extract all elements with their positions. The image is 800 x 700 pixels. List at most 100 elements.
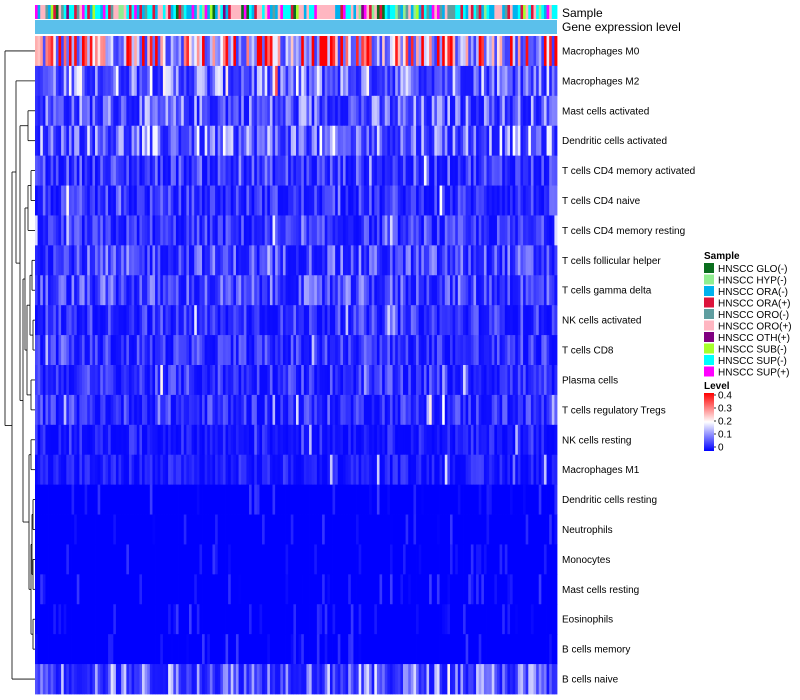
heatmap-cell	[74, 125, 78, 157]
heatmap-cell	[541, 484, 545, 515]
heatmap-cell	[162, 484, 166, 515]
heatmap-cell	[235, 305, 239, 336]
heatmap-cell	[110, 634, 114, 665]
heatmap-cell	[149, 305, 153, 336]
heatmap-cell	[170, 424, 174, 456]
heatmap-cell	[220, 424, 224, 456]
heatmap-cell	[348, 424, 352, 456]
heatmap-cell	[309, 245, 313, 276]
heatmap-cell	[53, 394, 57, 426]
sample-annotation-cell	[361, 5, 365, 19]
heatmap-cell	[160, 664, 164, 695]
heatmap-cell	[249, 514, 253, 545]
row-label: T cells follicular helper	[562, 256, 661, 267]
heatmap-cell	[309, 65, 313, 97]
heatmap-cell	[131, 664, 135, 695]
heatmap-cell	[403, 664, 407, 695]
heatmap-cell	[335, 634, 339, 665]
heatmap-cell	[108, 95, 112, 127]
heatmap-cell	[528, 95, 532, 127]
heatmap-cell	[168, 155, 172, 186]
heatmap-cell	[496, 36, 500, 67]
heatmap-cell	[241, 514, 245, 545]
heatmap-cell	[371, 215, 375, 246]
heatmap-cell	[491, 335, 495, 366]
heatmap-cell	[48, 36, 52, 67]
heatmap-cell	[35, 484, 39, 515]
heatmap-cell	[486, 604, 490, 635]
heatmap-cell	[408, 335, 412, 366]
heatmap-cell	[353, 155, 357, 186]
heatmap-cell	[392, 454, 396, 486]
heatmap-cell	[50, 245, 54, 276]
sample-annotation-cell	[536, 5, 540, 19]
heatmap-cell	[160, 365, 164, 396]
heatmap-cell	[181, 574, 185, 605]
heatmap-cell	[68, 634, 72, 665]
heatmap-cell	[363, 634, 367, 665]
heatmap-cell	[225, 36, 229, 67]
sample-annotation-cell	[382, 5, 386, 19]
heatmap-cell	[478, 394, 482, 426]
heatmap-cell	[280, 514, 284, 545]
heatmap-cell	[350, 125, 354, 157]
heatmap-cell	[449, 634, 453, 665]
heatmap-cell	[142, 544, 146, 575]
heatmap-cell	[371, 574, 375, 605]
heatmap-cell	[350, 275, 354, 306]
heatmap-cell	[499, 65, 503, 97]
heatmap-cell	[496, 155, 500, 186]
annotation-label-sample: Sample	[562, 6, 603, 20]
legend-tick-label: 0.4	[718, 391, 732, 402]
heatmap-cell	[113, 125, 117, 157]
heatmap-cell	[37, 185, 41, 216]
heatmap-cell	[157, 424, 161, 456]
heatmap-cell	[470, 484, 474, 515]
heatmap-cell	[387, 604, 391, 635]
heatmap-cell	[515, 544, 519, 575]
heatmap-cell	[191, 424, 195, 456]
heatmap-cell	[131, 275, 135, 306]
heatmap-cell	[115, 245, 119, 276]
heatmap-cell	[309, 275, 313, 306]
heatmap-cell	[63, 36, 67, 67]
sample-annotation-cell	[502, 5, 506, 19]
heatmap-cell	[465, 65, 469, 97]
heatmap-cell	[483, 634, 487, 665]
heatmap-cell	[400, 36, 404, 67]
heatmap-cell	[476, 544, 480, 575]
heatmap-cell	[502, 514, 506, 545]
heatmap-cell	[256, 215, 260, 246]
heatmap-cell	[68, 394, 72, 426]
heatmap-cell	[217, 125, 221, 157]
heatmap-cell	[220, 544, 224, 575]
heatmap-cell	[215, 365, 219, 396]
heatmap-cell	[175, 275, 179, 306]
heatmap-cell	[538, 65, 542, 97]
heatmap-cell	[105, 36, 109, 67]
heatmap-cell	[353, 574, 357, 605]
heatmap-cell	[68, 574, 72, 605]
heatmap-cell	[66, 335, 70, 366]
heatmap-cell	[515, 185, 519, 216]
heatmap-cell	[209, 484, 213, 515]
heatmap-cell	[87, 424, 91, 456]
heatmap-cell	[149, 185, 153, 216]
heatmap-cell	[66, 454, 70, 486]
heatmap-cell	[121, 634, 125, 665]
heatmap-cell	[329, 305, 333, 336]
heatmap-cell	[89, 454, 93, 486]
heatmap-cell	[50, 574, 54, 605]
heatmap-cell	[483, 574, 487, 605]
sample-annotation-cell	[400, 5, 404, 19]
heatmap-cell	[147, 36, 151, 67]
heatmap-cell	[517, 155, 521, 186]
heatmap-cell	[421, 125, 425, 157]
heatmap-cell	[379, 275, 383, 306]
sample-annotation-cell	[447, 5, 451, 19]
heatmap-cell	[147, 604, 151, 635]
heatmap-cell	[348, 95, 352, 127]
heatmap-cell	[447, 335, 451, 366]
heatmap-cell	[183, 484, 187, 515]
heatmap-cell	[387, 484, 391, 515]
